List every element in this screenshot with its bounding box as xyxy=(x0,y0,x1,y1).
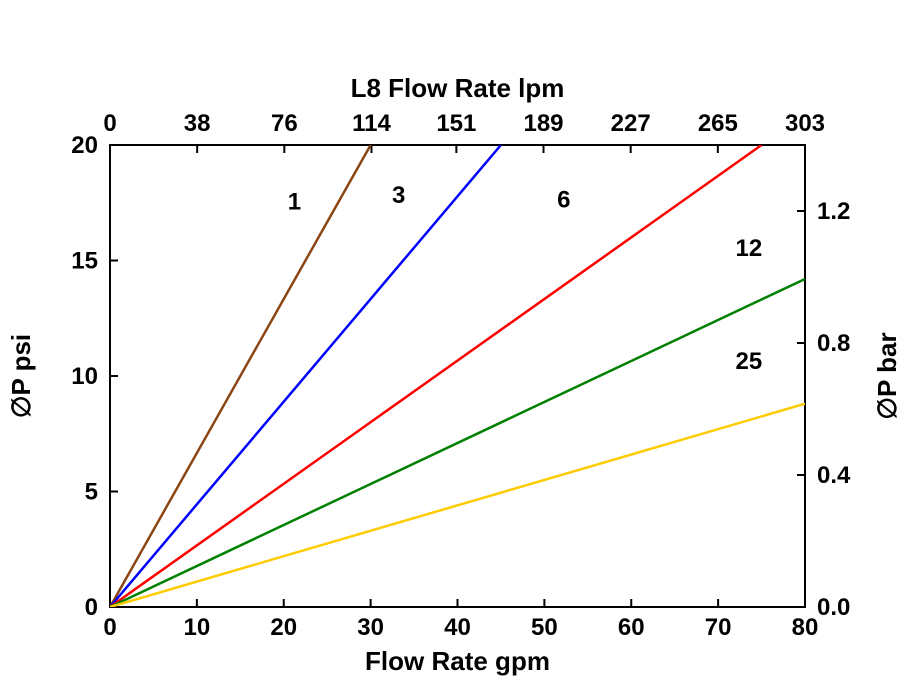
x-top-tick-label: 0 xyxy=(103,110,116,137)
x-bottom-tick-label: 70 xyxy=(705,614,732,641)
y-right-tick-label: 1.2 xyxy=(817,198,850,225)
y-right-tick-label: 0.4 xyxy=(817,462,851,489)
x-bottom-tick-label: 30 xyxy=(357,614,384,641)
series-label-6: 6 xyxy=(557,186,570,213)
y-right-tick-label: 0.0 xyxy=(817,594,850,621)
y-left-tick-label: 10 xyxy=(71,363,98,390)
x-bottom-tick-label: 50 xyxy=(531,614,558,641)
line-chart: 0102030405060708003876114151189227265303… xyxy=(0,0,920,692)
x-bottom-tick-label: 10 xyxy=(184,614,211,641)
x-bottom-tick-label: 60 xyxy=(618,614,645,641)
x-bottom-tick-label: 20 xyxy=(270,614,297,641)
series-label-12: 12 xyxy=(736,235,763,262)
x-top-tick-label: 76 xyxy=(271,110,298,137)
x-top-tick-label: 303 xyxy=(785,110,825,137)
y-right-tick-label: 0.8 xyxy=(817,330,850,357)
y-left-tick-label: 0 xyxy=(85,594,98,621)
x-top-tick-label: 265 xyxy=(698,110,738,137)
series-label-1: 1 xyxy=(288,189,301,216)
y-left-tick-label: 5 xyxy=(85,479,98,506)
axis-title-bottom: Flow Rate gpm xyxy=(365,646,550,676)
x-bottom-tick-label: 40 xyxy=(444,614,471,641)
x-top-tick-label: 227 xyxy=(611,110,651,137)
x-bottom-tick-label: 0 xyxy=(103,614,116,641)
y-left-tick-label: 20 xyxy=(71,132,98,159)
x-bottom-tick-label: 80 xyxy=(792,614,819,641)
axis-title-top: L8 Flow Rate lpm xyxy=(351,73,565,103)
y-left-tick-label: 15 xyxy=(71,248,98,275)
axis-title-left: ∅P psi xyxy=(6,334,36,418)
x-top-tick-label: 114 xyxy=(352,110,391,137)
x-top-tick-label: 151 xyxy=(436,110,476,137)
series-label-3: 3 xyxy=(392,182,405,209)
chart-container: 0102030405060708003876114151189227265303… xyxy=(0,0,920,692)
axis-title-right: ∅P bar xyxy=(872,332,902,419)
x-top-tick-label: 38 xyxy=(184,110,211,137)
series-label-25: 25 xyxy=(736,348,763,375)
x-top-tick-label: 189 xyxy=(523,110,563,137)
